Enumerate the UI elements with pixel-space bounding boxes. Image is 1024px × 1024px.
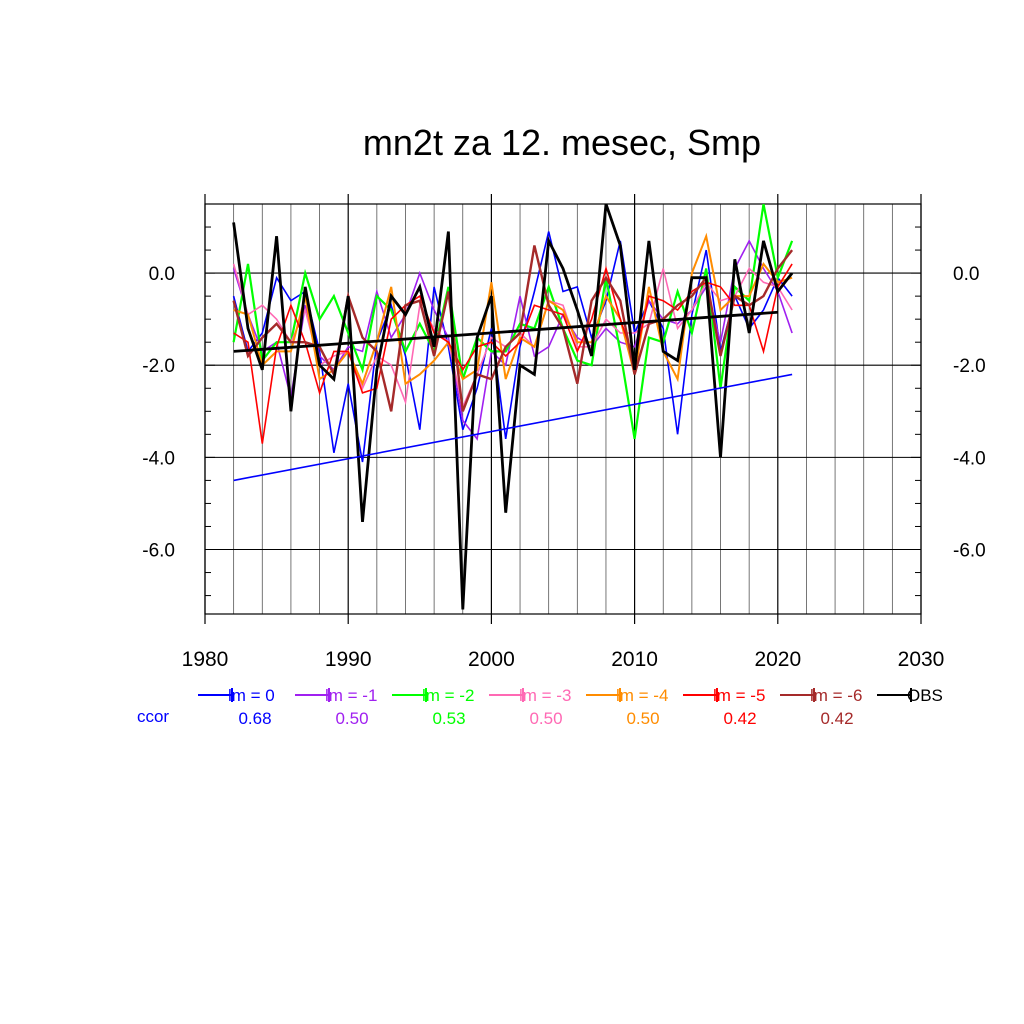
series-line-lm-6	[232, 245, 794, 412]
x-tick-label: 2010	[611, 648, 658, 671]
legend-label: lm = -6	[810, 686, 862, 705]
y-tick-label-right: -6.0	[953, 541, 986, 562]
legend-label: lm = -4	[616, 686, 668, 705]
legend-label: lm = -5	[713, 686, 765, 705]
series-line-lm-0	[232, 231, 793, 463]
y-tick-label-right: -2.0	[953, 356, 986, 377]
legend-label: lm = -3	[519, 686, 571, 705]
legend-ccor-value: 0.42	[723, 709, 756, 728]
y-tick-label-right: -4.0	[953, 448, 986, 469]
legend-ccor-value: 0.42	[820, 709, 853, 728]
y-tick-label-left: -2.0	[142, 356, 175, 377]
legend-ccor-label: ccor	[137, 707, 169, 726]
legend-ccor-value: 0.50	[529, 709, 562, 728]
y-tick-label-left: -6.0	[142, 541, 175, 562]
plot-frame	[204, 203, 922, 615]
y-tick-label-right: 0.0	[953, 264, 979, 285]
legend-ccor-value: 0.50	[626, 709, 659, 728]
x-tick-label: 2030	[898, 648, 945, 671]
x-tick-label: 1990	[325, 648, 372, 671]
legend-label: lm = 0	[228, 686, 275, 705]
series-line-lm-2	[232, 204, 794, 440]
trend-line-lm-0-trend	[233, 373, 793, 482]
y-tick-label-left: 0.0	[149, 264, 175, 285]
y-tick-label-left: -4.0	[142, 448, 175, 469]
legend-ccor-value: 0.68	[238, 709, 271, 728]
x-tick-label: 1980	[182, 648, 229, 671]
series-line-obs	[232, 204, 794, 610]
trend-line-obs-trend	[233, 310, 778, 353]
x-tick-label: 2020	[754, 648, 801, 671]
chart-title: mn2t za 12. mesec, Smp	[362, 122, 762, 163]
x-tick-label: 2000	[468, 648, 515, 671]
legend-label: lm = -1	[325, 686, 377, 705]
legend-ccor-value: 0.50	[335, 709, 368, 728]
legend-label: OBS	[907, 686, 943, 705]
legend-ccor-value: 0.53	[432, 709, 465, 728]
legend-label: lm = -2	[422, 686, 474, 705]
series-group	[232, 204, 794, 610]
